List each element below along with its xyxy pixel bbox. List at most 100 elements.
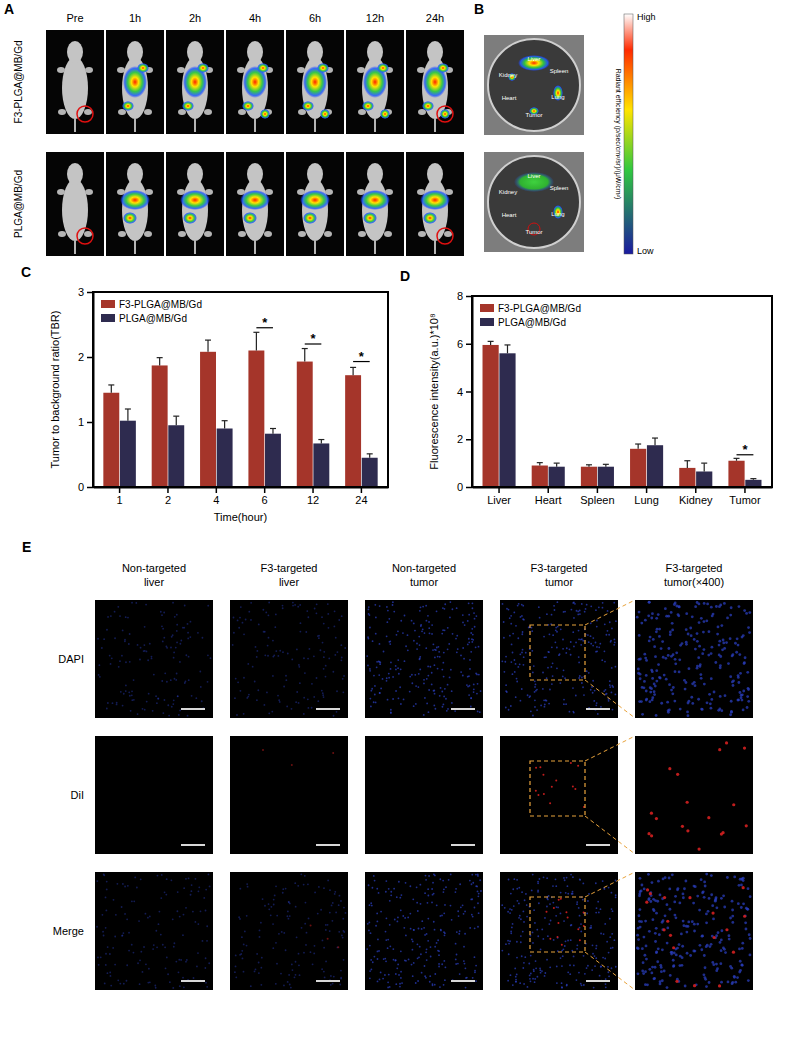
nucleus-dot xyxy=(454,891,456,893)
image-cell xyxy=(286,152,344,256)
nucleus-dot xyxy=(388,618,390,620)
image-background xyxy=(46,30,104,134)
nucleus-dot xyxy=(434,929,436,931)
dil-dot xyxy=(551,786,553,788)
nucleus-dot xyxy=(298,953,300,955)
nucleus-dot xyxy=(552,634,554,636)
signal xyxy=(183,212,197,224)
nucleus-dot xyxy=(340,970,342,972)
mouse-leg xyxy=(204,109,212,115)
row-label: DAPI xyxy=(58,653,84,665)
nucleus-dot xyxy=(166,878,168,880)
nucleus-dot xyxy=(460,671,462,673)
nucleus-dot xyxy=(387,987,389,989)
organ-label: Spleen xyxy=(550,185,569,191)
nucleus-dot xyxy=(427,888,429,890)
nucleus-dot xyxy=(343,907,345,909)
nucleus-dot xyxy=(152,710,154,712)
nucleus-dot xyxy=(128,932,130,934)
nucleus-dot xyxy=(341,615,343,617)
bar xyxy=(728,461,744,487)
nucleus-dot xyxy=(179,985,181,987)
nucleus-dot xyxy=(477,902,479,904)
nucleus-dot xyxy=(655,617,658,620)
nucleus-dot xyxy=(460,654,462,656)
dil-dot xyxy=(555,779,557,781)
nucleus-dot xyxy=(385,880,387,882)
dil-dot xyxy=(537,794,539,796)
tick: 12 xyxy=(307,487,319,506)
tick-label: 2 xyxy=(78,351,84,363)
nucleus-dot xyxy=(440,929,442,931)
tick-label: 0 xyxy=(457,481,463,493)
axis-title: Tumor to background ratio(TBR) xyxy=(49,311,61,469)
nucleus-dot xyxy=(98,964,100,966)
image-background xyxy=(286,152,344,256)
nucleus-dot xyxy=(429,975,431,977)
nucleus-dot xyxy=(706,701,709,704)
nucleus-dot xyxy=(657,663,660,666)
nucleus-dot xyxy=(273,904,275,906)
nucleus-dot xyxy=(369,698,371,700)
error-bar-stem xyxy=(353,367,354,375)
nucleus-dot xyxy=(521,688,523,690)
nucleus-dot xyxy=(387,699,389,701)
nucleus-dot xyxy=(540,705,542,707)
tick: 3 xyxy=(78,286,93,298)
nucleus-dot xyxy=(427,940,429,942)
nucleus-dot xyxy=(424,892,426,894)
image-cell xyxy=(226,30,284,134)
nucleus-dot xyxy=(465,987,467,989)
nucleus-dot xyxy=(441,915,443,917)
nucleus-dot xyxy=(423,714,425,716)
mouse-leg xyxy=(58,109,66,115)
nucleus-dot xyxy=(241,936,243,938)
nucleus-dot xyxy=(282,892,284,894)
nucleus-dot xyxy=(299,604,301,606)
nucleus-dot xyxy=(167,704,169,706)
error-bar-stem xyxy=(638,444,639,449)
nucleus-dot xyxy=(427,918,429,920)
nucleus-dot xyxy=(377,939,379,941)
nucleus-dot xyxy=(514,671,516,673)
nucleus-dot xyxy=(660,702,663,705)
nucleus-dot xyxy=(505,690,507,692)
nucleus-dot xyxy=(258,624,260,626)
tumor-marker xyxy=(77,106,93,122)
nucleus-dot xyxy=(138,920,140,922)
nucleus-dot xyxy=(434,693,436,695)
nucleus-dot xyxy=(608,634,610,636)
nucleus-dot xyxy=(469,927,471,929)
nucleus-dot xyxy=(448,643,450,645)
nucleus-dot xyxy=(327,613,329,615)
zoom-connector xyxy=(585,600,635,625)
nucleus-dot xyxy=(379,605,381,607)
nucleus-dot xyxy=(716,633,719,636)
nucleus-dot xyxy=(185,907,187,909)
plot-frame xyxy=(93,292,388,487)
nucleus-dot xyxy=(397,667,399,669)
nucleus-dot xyxy=(514,659,516,661)
nucleus-dot xyxy=(547,667,549,669)
nucleus-dot xyxy=(547,651,549,653)
nucleus-dot xyxy=(372,640,374,642)
nucleus-dot xyxy=(260,984,262,986)
nucleus-dot xyxy=(195,697,197,699)
nucleus-dot xyxy=(411,964,413,966)
nucleus-dot xyxy=(559,682,561,684)
nucleus-dot xyxy=(339,984,341,986)
row-label: DiI xyxy=(71,789,84,801)
nucleus-dot xyxy=(643,680,646,683)
nucleus-dot xyxy=(425,951,427,953)
nucleus-dot xyxy=(425,977,427,979)
nucleus-dot xyxy=(299,974,301,976)
micrograph xyxy=(635,600,753,718)
nucleus-dot xyxy=(472,607,474,609)
dil-dot xyxy=(647,832,650,835)
nucleus-dot xyxy=(296,936,298,938)
nucleus-dot xyxy=(379,692,381,694)
nucleus-dot xyxy=(405,882,407,884)
nucleus-dot xyxy=(133,900,135,902)
nucleus-dot xyxy=(462,647,464,649)
nucleus-dot xyxy=(443,960,445,962)
